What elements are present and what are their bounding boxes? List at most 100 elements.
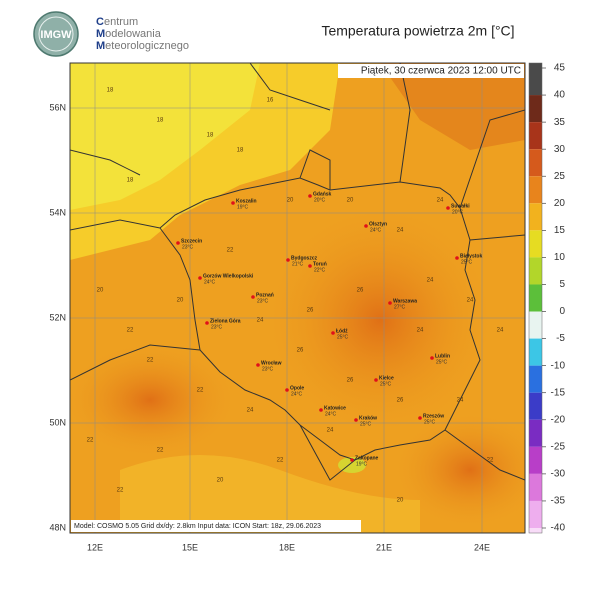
contour-label: 18: [127, 178, 134, 184]
colorbar-swatch: [529, 203, 542, 231]
city-name: Łódź: [336, 328, 348, 334]
colorbar-swatch: [529, 230, 542, 258]
cities: Koszalin19°CGdańsk20°CSuwałki20°COlsztyn…: [176, 191, 482, 467]
axes: 56N 54N 52N 50N 48N 12E 15E 18E 21E 24E: [49, 102, 490, 552]
contour-label: 20: [397, 498, 404, 504]
cool-area: [70, 63, 260, 210]
city-temp: 24°C: [204, 279, 216, 285]
colorbar-label: 40: [554, 90, 566, 101]
map-frame: [69, 62, 526, 534]
graticule: [70, 63, 525, 533]
city-dot: [198, 276, 202, 280]
contour-label: 24: [497, 328, 504, 334]
city-dot: [286, 258, 290, 262]
lon-label: 15E: [182, 542, 198, 552]
colorbar-label: 35: [554, 117, 566, 128]
logo-ring: [38, 16, 74, 52]
city-temp: 23°C: [262, 366, 274, 372]
colorbar-swatch: [529, 257, 542, 285]
city-temp: 20°C: [314, 197, 326, 203]
city-dot: [455, 256, 459, 260]
mountain-area: [120, 455, 420, 533]
city-temp: 23°C: [257, 298, 269, 304]
contour-label: 24: [457, 398, 464, 404]
city-name: Gdańsk: [313, 191, 332, 197]
lon-label: 21E: [376, 542, 392, 552]
city-name: Wrocław: [261, 360, 282, 366]
city-name: Olsztyn: [369, 221, 387, 227]
contour-label: 24: [257, 318, 264, 324]
city-temp: 25°C: [360, 421, 372, 427]
city-name: Szczecin: [181, 238, 202, 244]
colorbar-swatch: [529, 176, 542, 204]
colorbar-label: -5: [556, 333, 565, 344]
city-dot: [308, 264, 312, 268]
warm-area: [380, 63, 525, 150]
city-temp: 24°C: [291, 391, 303, 397]
contour-label: 24: [467, 298, 474, 304]
contour-label: 20: [97, 288, 104, 294]
colorbar-swatch: [529, 500, 542, 528]
colorbar-swatch: [529, 122, 542, 150]
city-dot: [319, 408, 323, 412]
city-name: Poznań: [256, 292, 274, 298]
org-line: Meteorologicznego: [96, 40, 189, 52]
contour-label: 20: [217, 478, 224, 484]
lat-label: 48N: [49, 522, 66, 532]
contour-label: 20: [177, 298, 184, 304]
city-dot: [308, 194, 312, 198]
timestamp: Piątek, 30 czerwca 2023 12:00 UTC: [361, 66, 521, 77]
colorbar-label: 15: [554, 225, 566, 236]
colorbar-label: 0: [559, 306, 565, 317]
city-temp: 25°C: [461, 259, 473, 265]
city-dot: [446, 206, 450, 210]
city-temp: 25°C: [337, 334, 349, 340]
footer-box: [71, 520, 361, 532]
colorbar-label: 10: [554, 252, 566, 263]
contour-label: 22: [117, 488, 124, 494]
city-name: Rzeszów: [423, 413, 444, 419]
city-name: Białystok: [460, 253, 482, 259]
contour-label: 22: [277, 458, 284, 464]
org-line: Modelowania: [96, 28, 162, 40]
warm-area: [390, 410, 525, 530]
colorbar-swatch: [529, 95, 542, 123]
logo: IMGW: [33, 11, 79, 57]
contour-label: 24: [247, 408, 254, 414]
lon-label: 12E: [87, 542, 103, 552]
lon-label: 18E: [279, 542, 295, 552]
lat-label: 50N: [49, 417, 66, 427]
city-dot: [205, 321, 209, 325]
city-temp: 21°C: [292, 261, 304, 267]
city-temp: 27°C: [394, 304, 406, 310]
colorbar-label: 30: [554, 144, 566, 155]
contour-label: 24: [397, 228, 404, 234]
colorbar-swatch: [529, 365, 542, 393]
lon-label: 24E: [474, 542, 490, 552]
borders: [70, 63, 525, 481]
city-dot: [176, 241, 180, 245]
city-temp: 19°C: [237, 204, 249, 210]
map-title: Temperatura powietrza 2m [°C]: [321, 23, 514, 39]
colorbar-label: -25: [551, 441, 566, 452]
colorbar-label: -10: [551, 360, 566, 371]
contour-label: 18: [237, 148, 244, 154]
colorbar-swatch: [529, 338, 542, 366]
colorbar-swatch: [529, 63, 542, 96]
city-temp: 25°C: [380, 381, 392, 387]
contour-label: 22: [487, 458, 494, 464]
colorbar: 45 40 35 30 25 20 15 10 5 0 -5 -10 -15 -20 -25 -30 -35 -4…: [528, 63, 566, 534]
city-dot: [354, 418, 358, 422]
city-dot: [388, 301, 392, 305]
city-name: Zakopane: [355, 455, 379, 461]
contour-labels: 18 18 18 16 18 18 20 20 22 22 20 24 24 24 22 26 26 24 24 26…: [87, 88, 504, 504]
